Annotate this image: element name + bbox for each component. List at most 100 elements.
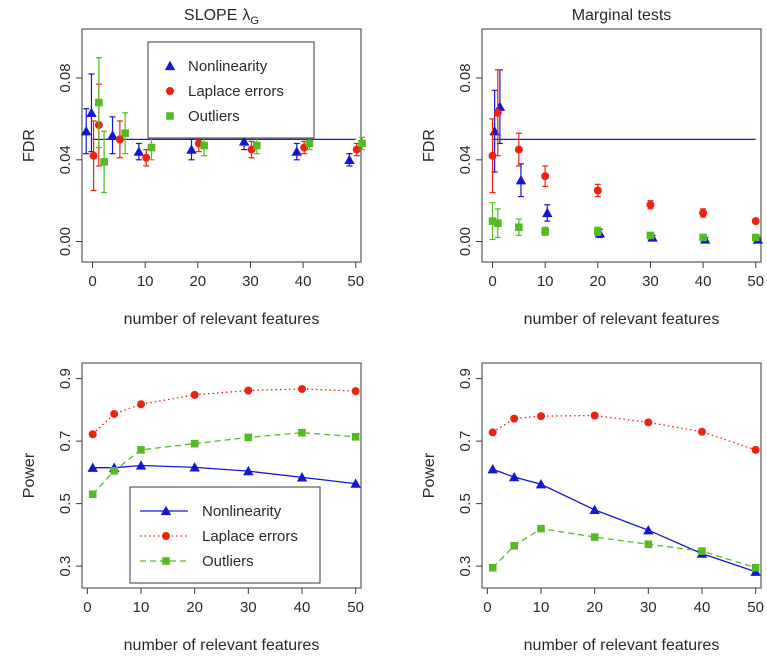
x-tick-label: 30 bbox=[242, 273, 259, 290]
legend-marker bbox=[166, 87, 174, 95]
legend-label: Laplace errors bbox=[188, 83, 284, 100]
x-tick-label: 20 bbox=[186, 599, 203, 616]
data-point bbox=[110, 409, 119, 418]
data-point bbox=[646, 231, 655, 240]
data-point bbox=[510, 542, 518, 550]
data-point bbox=[488, 217, 497, 225]
x-tick-label: 50 bbox=[347, 273, 364, 290]
series-line bbox=[492, 414, 756, 451]
x-tick-label: 30 bbox=[642, 273, 659, 290]
data-point bbox=[291, 146, 302, 156]
data-point bbox=[698, 547, 706, 555]
legend-marker bbox=[162, 557, 170, 565]
data-point bbox=[298, 428, 306, 437]
x-tick-label: 0 bbox=[483, 599, 491, 616]
data-point bbox=[137, 446, 145, 454]
x-tick-label: 40 bbox=[294, 599, 311, 616]
x-tick-label: 50 bbox=[747, 273, 764, 290]
plot-p4: 0 10 20 30 40 50 0.3 0.5 0.7 0.9 number of relevan… bbox=[421, 362, 764, 654]
chart-title-text: SLOPE bbox=[184, 7, 237, 24]
data-point bbox=[488, 563, 497, 572]
plot-p1: 0 10 20 30 40 50 0.00 0.04 0.08 number of relevan… bbox=[21, 7, 366, 328]
series-outliers bbox=[488, 202, 760, 242]
data-point bbox=[190, 390, 199, 399]
data-point bbox=[542, 207, 553, 218]
series-nonlinearity bbox=[489, 69, 764, 244]
x-tick-label: 30 bbox=[240, 599, 257, 616]
data-point bbox=[110, 467, 118, 475]
x-tick-label: 50 bbox=[347, 599, 364, 616]
data-point bbox=[244, 386, 253, 395]
series-nonlinearity bbox=[87, 460, 361, 488]
data-point bbox=[488, 428, 497, 437]
data-point bbox=[133, 146, 145, 156]
data-point bbox=[121, 129, 129, 138]
y-axis-label: Power bbox=[421, 452, 438, 498]
data-point bbox=[644, 540, 653, 549]
data-point bbox=[535, 479, 547, 489]
x-tick-label: 20 bbox=[189, 273, 206, 290]
x-tick-label: 0 bbox=[488, 273, 496, 290]
y-axis-label: Power bbox=[21, 452, 38, 498]
data-point bbox=[350, 478, 361, 488]
data-point bbox=[537, 412, 546, 421]
data-point bbox=[594, 227, 602, 236]
chart-title-symbol: λ bbox=[242, 7, 250, 24]
data-point bbox=[510, 414, 519, 423]
legend-box bbox=[129, 486, 321, 584]
y-tick-label: 0.08 bbox=[457, 63, 474, 92]
chart-title: Marginal tests bbox=[572, 7, 672, 24]
data-point bbox=[147, 143, 156, 152]
data-point bbox=[541, 172, 550, 181]
series-laplace-errors bbox=[88, 384, 360, 439]
data-point bbox=[81, 125, 92, 136]
chart-title-text: Marginal tests bbox=[572, 7, 672, 24]
data-point bbox=[697, 427, 706, 436]
data-point bbox=[699, 233, 707, 242]
data-point bbox=[189, 462, 200, 472]
data-point bbox=[352, 145, 361, 154]
data-point bbox=[699, 208, 708, 217]
data-point bbox=[541, 227, 549, 236]
data-point bbox=[142, 153, 151, 162]
data-point bbox=[89, 151, 98, 160]
data-point bbox=[186, 144, 197, 154]
series-laplace-errors bbox=[488, 69, 760, 226]
data-point bbox=[488, 151, 497, 160]
series-outliers bbox=[488, 524, 760, 572]
data-point bbox=[252, 141, 261, 150]
x-axis-label: number of relevant features bbox=[524, 311, 720, 328]
series-nonlinearity bbox=[487, 464, 761, 576]
data-point bbox=[508, 471, 520, 482]
data-point bbox=[493, 108, 502, 117]
data-point bbox=[243, 465, 254, 476]
legend-marker bbox=[160, 505, 172, 516]
data-point bbox=[358, 139, 366, 148]
x-tick-label: 10 bbox=[133, 599, 150, 616]
y-tick-label: 0.00 bbox=[457, 227, 474, 256]
x-tick-label: 20 bbox=[586, 599, 603, 616]
data-point bbox=[590, 411, 599, 420]
data-point bbox=[493, 219, 502, 227]
legend-label: Laplace errors bbox=[202, 528, 298, 545]
x-tick-label: 10 bbox=[137, 273, 154, 290]
data-point bbox=[644, 418, 653, 427]
x-tick-label: 40 bbox=[695, 273, 712, 290]
y-tick-label: 0.5 bbox=[457, 493, 474, 514]
data-point bbox=[515, 223, 523, 232]
x-tick-label: 50 bbox=[747, 599, 764, 616]
series-line bbox=[92, 388, 356, 435]
data-point bbox=[95, 98, 103, 107]
y-tick-label: 0.3 bbox=[57, 556, 74, 577]
y-axis-label: FDR bbox=[21, 129, 38, 162]
plot-p3: 0 10 20 30 40 50 0.3 0.5 0.7 0.9 number of relevan… bbox=[21, 362, 364, 654]
data-point bbox=[87, 462, 98, 472]
plot-frame bbox=[481, 362, 762, 589]
data-point bbox=[514, 145, 523, 154]
y-tick-label: 0.00 bbox=[57, 227, 74, 256]
data-point bbox=[244, 433, 253, 442]
legend-label: Outliers bbox=[202, 553, 254, 570]
data-point bbox=[646, 200, 655, 209]
series-nonlinearity bbox=[81, 73, 355, 167]
data-point bbox=[487, 464, 498, 474]
